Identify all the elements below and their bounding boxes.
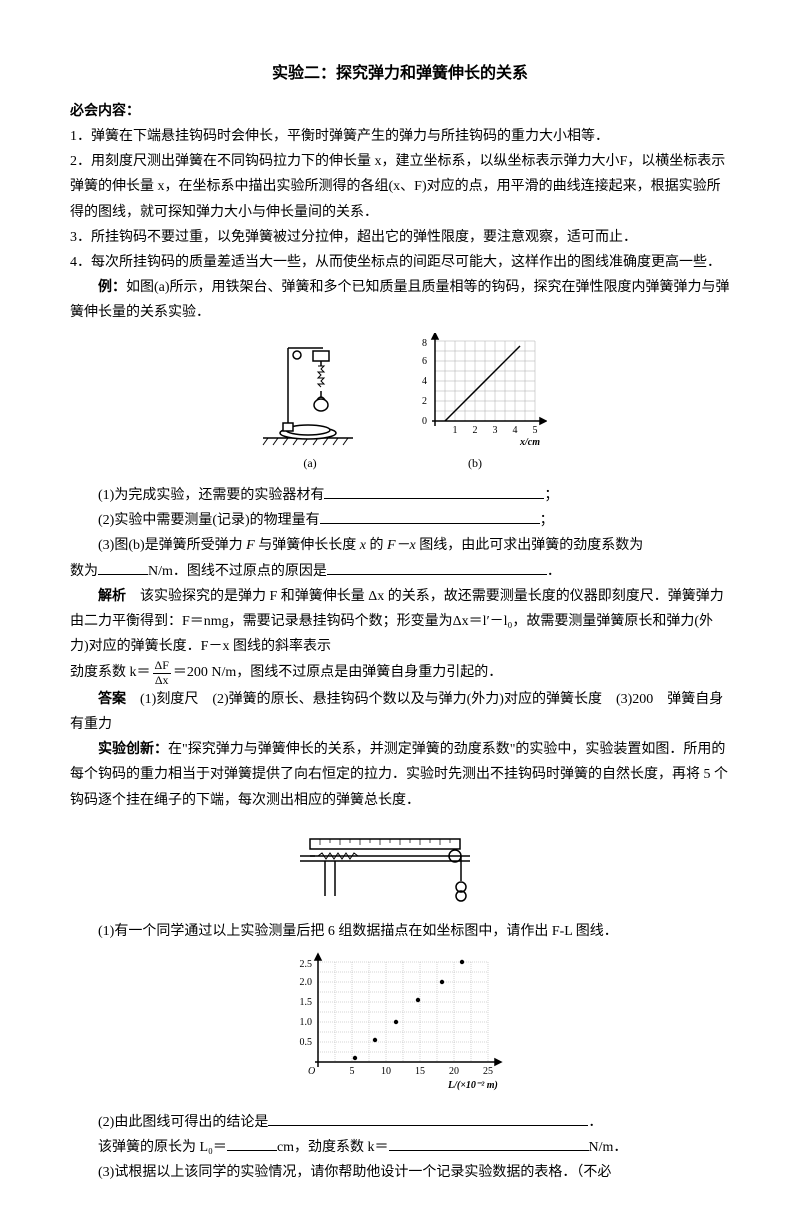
blank-q2[interactable]: [320, 509, 540, 524]
svg-text:8: 8: [422, 338, 427, 349]
innov-q1: (1)有一个同学通过以上实验测量后把 6 组数据描点在如坐标图中，请作出 F-L…: [70, 919, 730, 944]
svg-text:25: 25: [483, 1066, 493, 1077]
svg-text:20: 20: [449, 1066, 459, 1077]
figure-b-chart: 0 2 4 6 8 1 2 3 4 5 F/N x/cm: [407, 333, 547, 453]
blank-q3b[interactable]: [327, 560, 547, 575]
question-3b: 数为N/m．图线不过原点的原因是．: [70, 559, 730, 584]
svg-text:O: O: [308, 1066, 315, 1077]
innovation-label: 实验创新：: [98, 742, 168, 757]
svg-text:5: 5: [532, 425, 537, 436]
svg-text:1.5: 1.5: [300, 997, 313, 1008]
question-1: (1)为完成实验，还需要的实验器材有；: [70, 483, 730, 508]
svg-text:6: 6: [422, 356, 427, 367]
para-4: 4．每次所挂钩码的质量差适当大一些，从而使坐标点的间距尽可能大，这样作出的图线准…: [70, 250, 730, 275]
para-1: 1．弹簧在下端悬挂钩码时会伸长，平衡时弹簧产生的弹力与所挂钩码的重力大小相等．: [70, 124, 730, 149]
svg-text:L/(×10⁻² m): L/(×10⁻² m): [447, 1080, 498, 1091]
svg-text:4: 4: [422, 376, 427, 387]
page-title: 实验二：探究弹力和弹簧伸长的关系: [70, 60, 730, 89]
svg-text:4: 4: [512, 425, 517, 436]
analysis-label: 解析: [98, 589, 126, 604]
analysis-2: 劲度系数 k＝ΔFΔx＝200 N/m，图线不过原点是由弹簧自身重力引起的．: [70, 659, 730, 686]
blank-L0[interactable]: [227, 1136, 277, 1151]
svg-text:15: 15: [415, 1066, 425, 1077]
svg-text:2.0: 2.0: [300, 977, 313, 988]
svg-text:1.0: 1.0: [300, 1017, 313, 1028]
example-intro: 例：如图(a)所示，用铁架台、弹簧和多个已知质量且质量相等的钩码，探究在弹性限度…: [70, 275, 730, 325]
svg-text:10: 10: [381, 1066, 391, 1077]
example-label: 例：: [98, 280, 126, 295]
figure-labels: (a)(b): [70, 453, 730, 475]
svg-text:0: 0: [422, 416, 427, 427]
para-2: 2．用刻度尺测出弹簧在不同钩码拉力下的伸长量 x，建立坐标系，以纵坐标表示弹力大…: [70, 149, 730, 225]
figure-c-chart: 0.5 1.0 1.5 2.0 2.5 5 10 15 20 25 O F/N …: [70, 952, 730, 1102]
svg-text:2: 2: [472, 425, 477, 436]
figure-a: [253, 333, 363, 453]
para-3: 3．所挂钩码不要过重，以免弹簧被过分拉伸，超出它的弹性限度，要注意观察，适可而止…: [70, 225, 730, 250]
example-text: 如图(a)所示，用铁架台、弹簧和多个已知质量且质量相等的钩码，探究在弹性限度内弹…: [70, 280, 730, 320]
figure-ab-row: 0 2 4 6 8 1 2 3 4 5 F/N x/cm (a)(b): [70, 333, 730, 475]
svg-text:2.5: 2.5: [300, 959, 313, 970]
svg-text:2: 2: [422, 396, 427, 407]
analysis: 解析 该实验探究的是弹力 F 和弹簧伸长量 Δx 的关系，故还需要测量长度的仪器…: [70, 584, 730, 660]
figure-apparatus-2: [70, 821, 730, 911]
answer-label: 答案: [98, 692, 126, 707]
blank-iq2a[interactable]: [268, 1111, 588, 1126]
question-3: (3)图(b)是弹簧所受弹力 F 与弹簧伸长长度 x 的 F－x 图线，由此可求…: [70, 533, 730, 558]
svg-text:3: 3: [492, 425, 497, 436]
answer: 答案 (1)刻度尺 (2)弹簧的原长、悬挂钩码个数以及与弹力(外力)对应的弹簧长…: [70, 687, 730, 737]
blank-q3a[interactable]: [98, 560, 148, 575]
blank-q1[interactable]: [324, 484, 544, 499]
svg-text:x/cm: x/cm: [519, 437, 540, 448]
svg-text:F/N: F/N: [437, 333, 455, 334]
blank-k[interactable]: [389, 1136, 589, 1151]
svg-text:F/N: F/N: [320, 952, 338, 955]
innov-q2: (2)由此图线可得出的结论是．: [70, 1110, 730, 1135]
innov-q3: (3)试根据以上该同学的实验情况，请你帮助他设计一个记录实验数据的表格．（不必: [70, 1160, 730, 1185]
svg-text:0.5: 0.5: [300, 1037, 313, 1048]
section-heading: 必会内容：: [70, 99, 730, 124]
question-2: (2)实验中需要测量(记录)的物理量有；: [70, 508, 730, 533]
fraction: ΔFΔx: [153, 659, 171, 686]
innov-q2b: 该弹簧的原长为 L₀＝cm，劲度系数 k＝N/m．: [70, 1135, 730, 1160]
svg-text:1: 1: [452, 425, 457, 436]
svg-text:5: 5: [350, 1066, 355, 1077]
innovation: 实验创新：在"探究弹力与弹簧伸长的关系，并测定弹簧的劲度系数"的实验中，实验装置…: [70, 737, 730, 813]
